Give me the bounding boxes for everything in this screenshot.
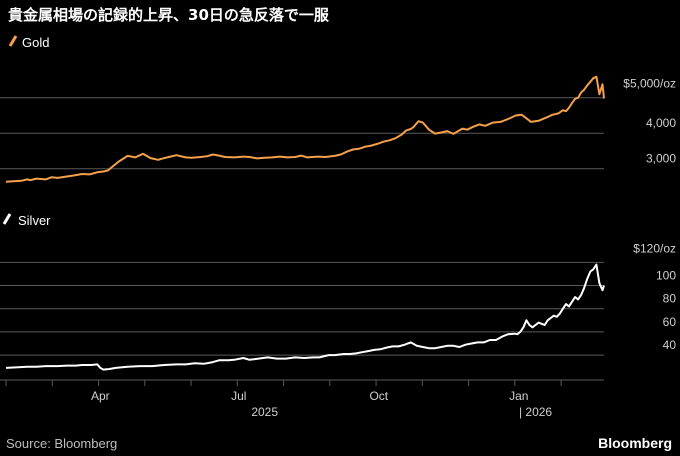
- silver-y-tick-label: 80: [663, 292, 677, 306]
- source-note: Source: Bloomberg: [6, 436, 118, 451]
- chart-title: 貴金属相場の記録的上昇、30日の急反落で一服: [8, 6, 329, 24]
- silver-legend-label: Silver: [18, 213, 51, 228]
- x-tick-label: Jul: [231, 389, 246, 403]
- x-year-label: | 2026: [519, 405, 552, 419]
- silver-panel: Silver $120/oz 100 80 60 40: [0, 213, 676, 371]
- silver-y-tick-label: 40: [663, 338, 677, 352]
- silver-legend-swatch: [2, 213, 12, 225]
- x-axis-minor-ticks: [5, 380, 562, 386]
- x-year-label: 2025: [251, 405, 278, 419]
- gold-y-tick-label: $5,000/oz: [623, 77, 676, 91]
- x-tick-label: Jan: [509, 389, 528, 403]
- gold-series-line: [5, 75, 605, 183]
- x-axis: Apr Jul Oct Jan 2025 | 2026: [0, 379, 604, 419]
- gold-y-tick-label: 4,000: [646, 116, 676, 130]
- silver-y-axis: $120/oz 100 80 60 40: [633, 241, 676, 352]
- gold-legend-swatch: [8, 35, 18, 47]
- silver-legend: Silver: [2, 213, 51, 228]
- gold-y-axis: $5,000/oz 4,000 3,000: [623, 77, 676, 166]
- gold-panel: Gold $5,000/oz 4,000 3,000: [0, 35, 676, 183]
- gold-gridlines: [0, 97, 604, 170]
- silver-y-tick-label: 60: [663, 315, 677, 329]
- x-tick-label: Oct: [369, 389, 388, 403]
- silver-gridlines: [0, 261, 604, 356]
- silver-y-tick-label: $120/oz: [633, 241, 676, 255]
- silver-series-line: [5, 263, 605, 371]
- gold-legend: Gold: [8, 35, 49, 50]
- gold-y-tick-label: 3,000: [646, 152, 676, 166]
- bloomberg-logo: Bloomberg: [598, 435, 672, 451]
- x-axis-labels: Apr Jul Oct Jan 2025 | 2026: [91, 389, 552, 419]
- silver-y-tick-label: 100: [656, 269, 676, 283]
- gold-legend-label: Gold: [22, 35, 49, 50]
- x-tick-label: Apr: [91, 389, 110, 403]
